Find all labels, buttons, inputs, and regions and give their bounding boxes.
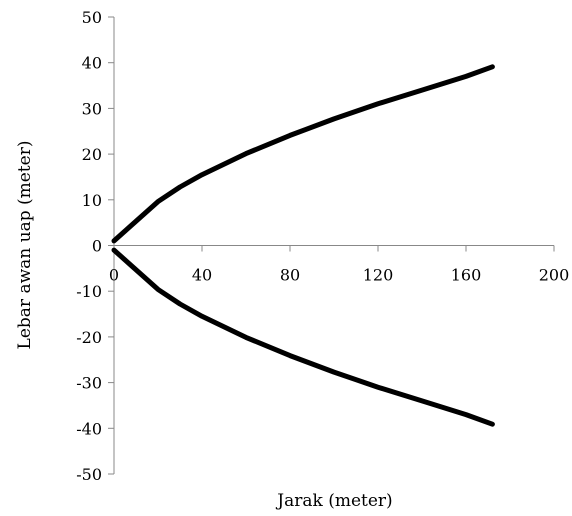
y-tick-label: 0 [92, 237, 102, 256]
y-tick-label: 30 [82, 99, 102, 118]
y-tick-label: 40 [82, 54, 102, 73]
y-tick-label: 10 [82, 191, 102, 210]
y-tick-label: -50 [76, 465, 102, 484]
y-ticks: 50 40 30 20 10 0 -10 -20 -30 -40 -50 [76, 8, 114, 484]
x-tick-label: 0 [109, 266, 119, 285]
x-tick-label: 80 [280, 266, 300, 285]
series-layer [111, 64, 495, 427]
x-ticks: 0 40 80 120 160 200 [109, 245, 570, 285]
x-axis-title: Jarak (meter) [275, 491, 392, 511]
x-tick-label: 40 [192, 266, 212, 285]
y-tick-label: -20 [76, 328, 102, 347]
series-line-upper [111, 64, 495, 244]
x-tick-label: 120 [363, 266, 394, 285]
series-line-lower [111, 247, 495, 427]
y-axis-title: Lebar awan uap (meter) [15, 141, 35, 350]
x-tick-label: 160 [451, 266, 482, 285]
y-tick-label: 50 [82, 8, 102, 27]
y-tick-label: -30 [76, 374, 102, 393]
y-tick-label: 20 [82, 145, 102, 164]
axes [113, 17, 554, 474]
y-tick-label: -10 [76, 282, 102, 301]
y-tick-label: -40 [76, 419, 102, 438]
x-tick-label: 200 [539, 266, 570, 285]
